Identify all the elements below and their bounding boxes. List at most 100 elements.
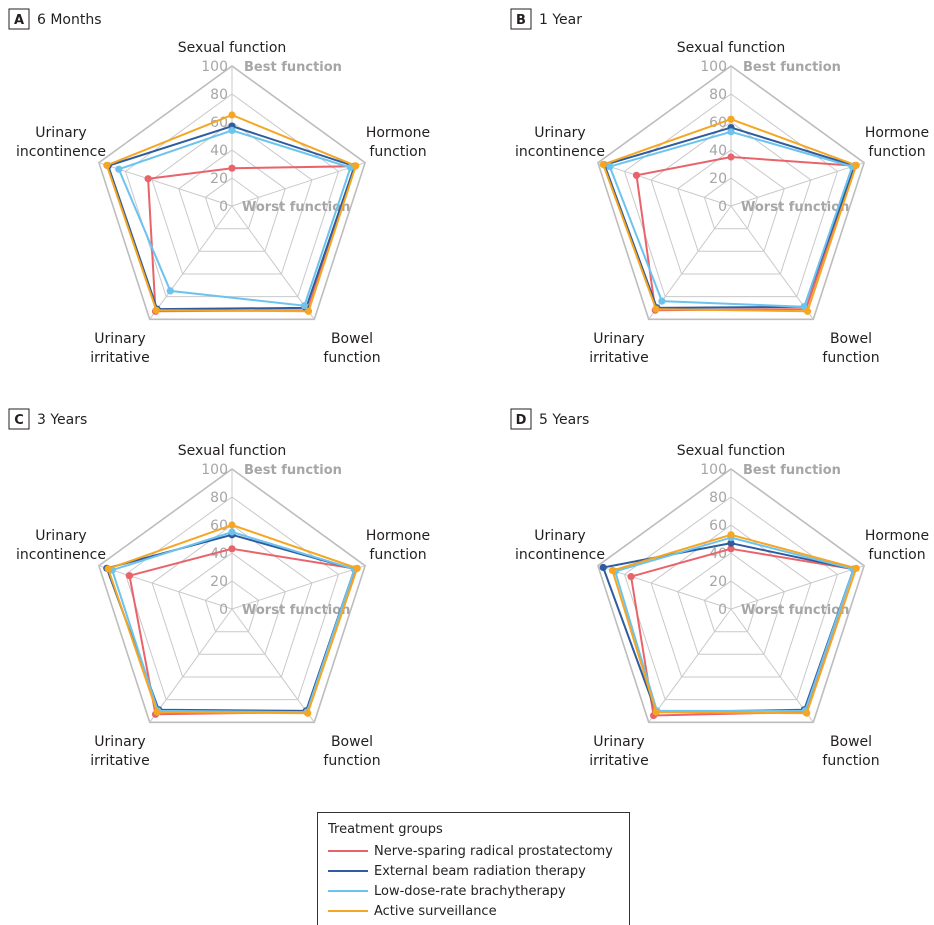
- panel-badge-box: [510, 408, 532, 430]
- axis-label-urinary-incontinence: incontinence: [16, 144, 106, 160]
- tick-label: 20: [210, 574, 228, 590]
- axis-label-bowel-function: function: [323, 753, 380, 769]
- axis-label-urinary-incontinence: Urinary: [35, 125, 86, 141]
- legend-swatch-active-surveillance: [328, 910, 368, 912]
- legend-label-nerve-sparing: Nerve-sparing radical prostatectomy: [374, 843, 613, 859]
- best-function-label: Best function: [244, 60, 342, 75]
- data-point-active-surveillance-sexual-function: [727, 531, 735, 539]
- axis-label-sexual-function: Sexual function: [178, 40, 287, 56]
- best-function-label: Best function: [743, 463, 841, 478]
- grid-ring: [703, 580, 759, 633]
- grid-spoke: [231, 205, 315, 320]
- grid-spoke: [597, 565, 732, 610]
- grid-spoke: [231, 608, 315, 723]
- grid-ring: [596, 468, 866, 724]
- tick-label: 80: [210, 87, 228, 103]
- data-point-active-surveillance-sexual-function: [228, 521, 236, 529]
- tick-label: 20: [709, 574, 727, 590]
- data-point-active-surveillance-hormone-function: [353, 564, 361, 572]
- axis-label-urinary-irritative: Urinary: [593, 734, 644, 750]
- axis-label-bowel-function: Bowel: [331, 734, 373, 750]
- legend-label-external-beam: External beam radiation therapy: [374, 863, 586, 879]
- data-point-external-beam-radiation-therapy-sexual-function: [727, 539, 735, 547]
- series-line-nerve-sparing-radical-prostatectomy: [635, 155, 857, 312]
- panel-letter: C: [14, 413, 24, 428]
- panel-letter: D: [516, 413, 527, 428]
- grid-spoke: [597, 162, 732, 207]
- data-point-nerve-sparing-radical-prostatectomy-sexual-function: [228, 545, 236, 553]
- data-point-active-surveillance-bowel-function: [803, 709, 811, 717]
- axis-label-urinary-incontinence: incontinence: [515, 144, 605, 160]
- axis-label-urinary-incontinence: Urinary: [534, 125, 585, 141]
- grid-spoke: [730, 608, 814, 723]
- data-point-nerve-sparing-radical-prostatectomy-sexual-function: [727, 545, 735, 553]
- legend-swatch-nerve-sparing: [328, 850, 368, 852]
- tick-label: 20: [709, 171, 727, 187]
- grid-ring: [677, 552, 785, 655]
- data-point-active-surveillance-hormone-function: [352, 162, 360, 170]
- panel-title: 5 Years: [539, 412, 589, 428]
- grid-ring: [677, 149, 785, 252]
- legend-label-active-surveillance: Active surveillance: [374, 903, 497, 919]
- tick-label: 100: [700, 462, 727, 478]
- panel-title: 1 Year: [539, 12, 582, 28]
- data-point-active-surveillance-bowel-function: [304, 709, 312, 717]
- tick-label: 40: [709, 546, 727, 562]
- tick-label: 0: [219, 602, 228, 618]
- grid-ring: [623, 93, 839, 298]
- panel-badge-box: [510, 8, 532, 30]
- data-point-active-surveillance-urinary-incontinence: [104, 565, 112, 573]
- series-line-low-dose-rate-brachytherapy: [117, 129, 352, 307]
- data-point-active-surveillance-urinary-incontinence: [103, 161, 111, 169]
- grid-ring: [204, 580, 260, 633]
- axis-label-bowel-function: function: [822, 753, 879, 769]
- grid-spoke: [730, 162, 865, 207]
- axis-label-urinary-incontinence: incontinence: [16, 547, 106, 563]
- legend-item-active-surveillance: Active surveillance: [328, 901, 497, 921]
- tick-label: 100: [201, 462, 228, 478]
- axis-label-urinary-incontinence: Urinary: [534, 528, 585, 544]
- axis-label-hormone-function: function: [868, 144, 925, 160]
- axis-label-urinary-irritative: irritative: [589, 753, 648, 769]
- data-point-active-surveillance-urinary-incontinence: [599, 160, 607, 169]
- tick-label: 100: [700, 59, 727, 75]
- legend-title: Treatment groups: [328, 822, 443, 837]
- series-line-active-surveillance: [105, 113, 358, 313]
- data-point-active-surveillance-bowel-function: [304, 307, 313, 315]
- data-point-low-dose-rate-brachytherapy-urinary-incontinence: [115, 165, 123, 173]
- legend-swatch-external-beam: [328, 870, 368, 872]
- series-line-active-surveillance: [106, 523, 359, 715]
- legend-label-brachytherapy: Low-dose-rate brachytherapy: [374, 883, 566, 899]
- grid-ring: [97, 65, 367, 321]
- data-point-low-dose-rate-brachytherapy-urinary-irritative: [658, 297, 666, 305]
- data-point-low-dose-rate-brachytherapy-urinary-irritative: [166, 287, 174, 295]
- data-point-nerve-sparing-radical-prostatectomy-urinary-incontinence: [627, 573, 635, 581]
- tick-label: 60: [210, 518, 228, 534]
- data-point-active-surveillance-hormone-function: [852, 564, 860, 572]
- axis-label-sexual-function: Sexual function: [677, 40, 786, 56]
- legend-swatch-brachytherapy: [328, 890, 368, 892]
- axis-label-urinary-incontinence: incontinence: [515, 547, 605, 563]
- axis-label-urinary-irritative: irritative: [90, 753, 149, 769]
- axis-label-urinary-irritative: Urinary: [94, 331, 145, 347]
- data-point-active-surveillance-urinary-irritative: [152, 306, 160, 314]
- data-point-nerve-sparing-radical-prostatectomy-urinary-incontinence: [125, 572, 134, 580]
- tick-label: 80: [709, 490, 727, 506]
- tick-label: 40: [709, 143, 727, 159]
- data-point-low-dose-rate-brachytherapy-bowel-function: [300, 302, 308, 310]
- axis-label-sexual-function: Sexual function: [677, 443, 786, 459]
- axis-label-bowel-function: Bowel: [830, 331, 872, 347]
- tick-label: 80: [210, 490, 228, 506]
- grid-ring: [97, 468, 367, 724]
- data-point-nerve-sparing-radical-prostatectomy-urinary-incontinence: [632, 171, 641, 179]
- legend-item-nerve-sparing: Nerve-sparing radical prostatectomy: [328, 841, 613, 861]
- series-line-external-beam-radiation-therapy: [603, 126, 857, 309]
- panel-letter: B: [516, 13, 526, 28]
- axis-label-bowel-function: function: [822, 350, 879, 366]
- series-line-active-surveillance: [601, 118, 858, 313]
- data-point-active-surveillance-hormone-function: [852, 161, 860, 169]
- grid-spoke: [730, 565, 865, 610]
- data-point-low-dose-rate-brachytherapy-urinary-incontinence: [606, 163, 614, 171]
